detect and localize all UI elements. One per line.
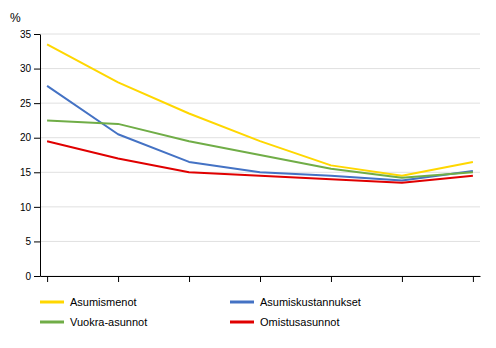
legend-swatch: [40, 301, 64, 304]
y-tick-label: 5: [25, 236, 31, 247]
y-tick: 25: [20, 98, 40, 109]
y-tick-label: 35: [20, 29, 32, 40]
y-tick-mark: [34, 103, 40, 104]
x-tick-mark: [47, 276, 48, 282]
y-tick: 30: [20, 63, 40, 74]
y-tick: 5: [25, 236, 40, 247]
y-tick-label: 0: [25, 271, 31, 282]
x-tick: [260, 276, 261, 282]
legend-label: Asumiskustannukset: [260, 296, 361, 308]
x-tick-mark: [189, 276, 190, 282]
y-tick-mark: [34, 241, 40, 242]
y-tick-mark: [34, 69, 40, 70]
x-tick: [402, 276, 403, 282]
grid-line: [40, 206, 480, 207]
x-tick-mark: [118, 276, 119, 282]
y-tick-label: 15: [20, 167, 32, 178]
legend-item: Omistusasunnot: [230, 316, 339, 328]
grid-line: [40, 68, 480, 69]
plot-area: 0 5 10 15 20 25 30 35: [20, 29, 481, 282]
legend-label: Vuokra-asunnot: [70, 316, 147, 328]
y-tick-mark: [34, 207, 40, 208]
grid-line: [40, 34, 480, 35]
y-tick-mark: [34, 276, 40, 277]
grid-line: [40, 103, 480, 104]
legend-swatch: [230, 321, 254, 324]
x-tick-mark: [473, 276, 474, 282]
y-axis-line: [40, 35, 41, 277]
grid-line: [40, 241, 480, 242]
series-line: [47, 141, 473, 182]
legend-item: Asumismenot: [40, 296, 137, 308]
y-axis-label: %: [10, 11, 21, 25]
legend-item: Asumiskustannukset: [230, 296, 361, 308]
x-tick: [331, 276, 332, 282]
y-tick: 10: [20, 202, 40, 213]
series-line: [47, 86, 473, 181]
legend-swatch: [40, 321, 64, 324]
legend-label: Asumismenot: [70, 296, 137, 308]
y-tick-label: 25: [20, 98, 32, 109]
y-tick: 15: [20, 167, 40, 178]
y-tick-label: 30: [20, 63, 32, 74]
series-lines: [47, 44, 473, 182]
y-tick: 35: [20, 29, 40, 40]
x-tick: [473, 276, 474, 282]
legend-item: Vuokra-asunnot: [40, 316, 147, 328]
x-tick-mark: [331, 276, 332, 282]
y-tick-mark: [34, 172, 40, 173]
x-tick: [118, 276, 119, 282]
chart: 0 5 10 15 20 25 30 35% Asumismenot Asumiskustannu…: [0, 0, 496, 348]
x-tick-mark: [402, 276, 403, 282]
grid-line: [40, 137, 480, 138]
y-tick: 20: [20, 132, 40, 143]
legend-swatch: [230, 301, 254, 304]
legend-label: Omistusasunnot: [260, 316, 339, 328]
x-axis: [41, 276, 481, 282]
y-tick-mark: [34, 138, 40, 139]
y-tick: 0: [25, 271, 40, 282]
y-tick-label: 10: [20, 202, 32, 213]
y-tick-label: 20: [20, 132, 32, 143]
grid: [40, 34, 480, 276]
x-tick-mark: [260, 276, 261, 282]
x-tick: [189, 276, 190, 282]
y-axis: 0 5 10 15 20 25 30 35: [20, 29, 41, 282]
legend: Asumismenot Asumiskustannukset Vuokra-asun…: [40, 296, 361, 328]
x-tick: [47, 276, 48, 282]
series-line: [47, 120, 473, 177]
y-tick-mark: [34, 34, 40, 35]
